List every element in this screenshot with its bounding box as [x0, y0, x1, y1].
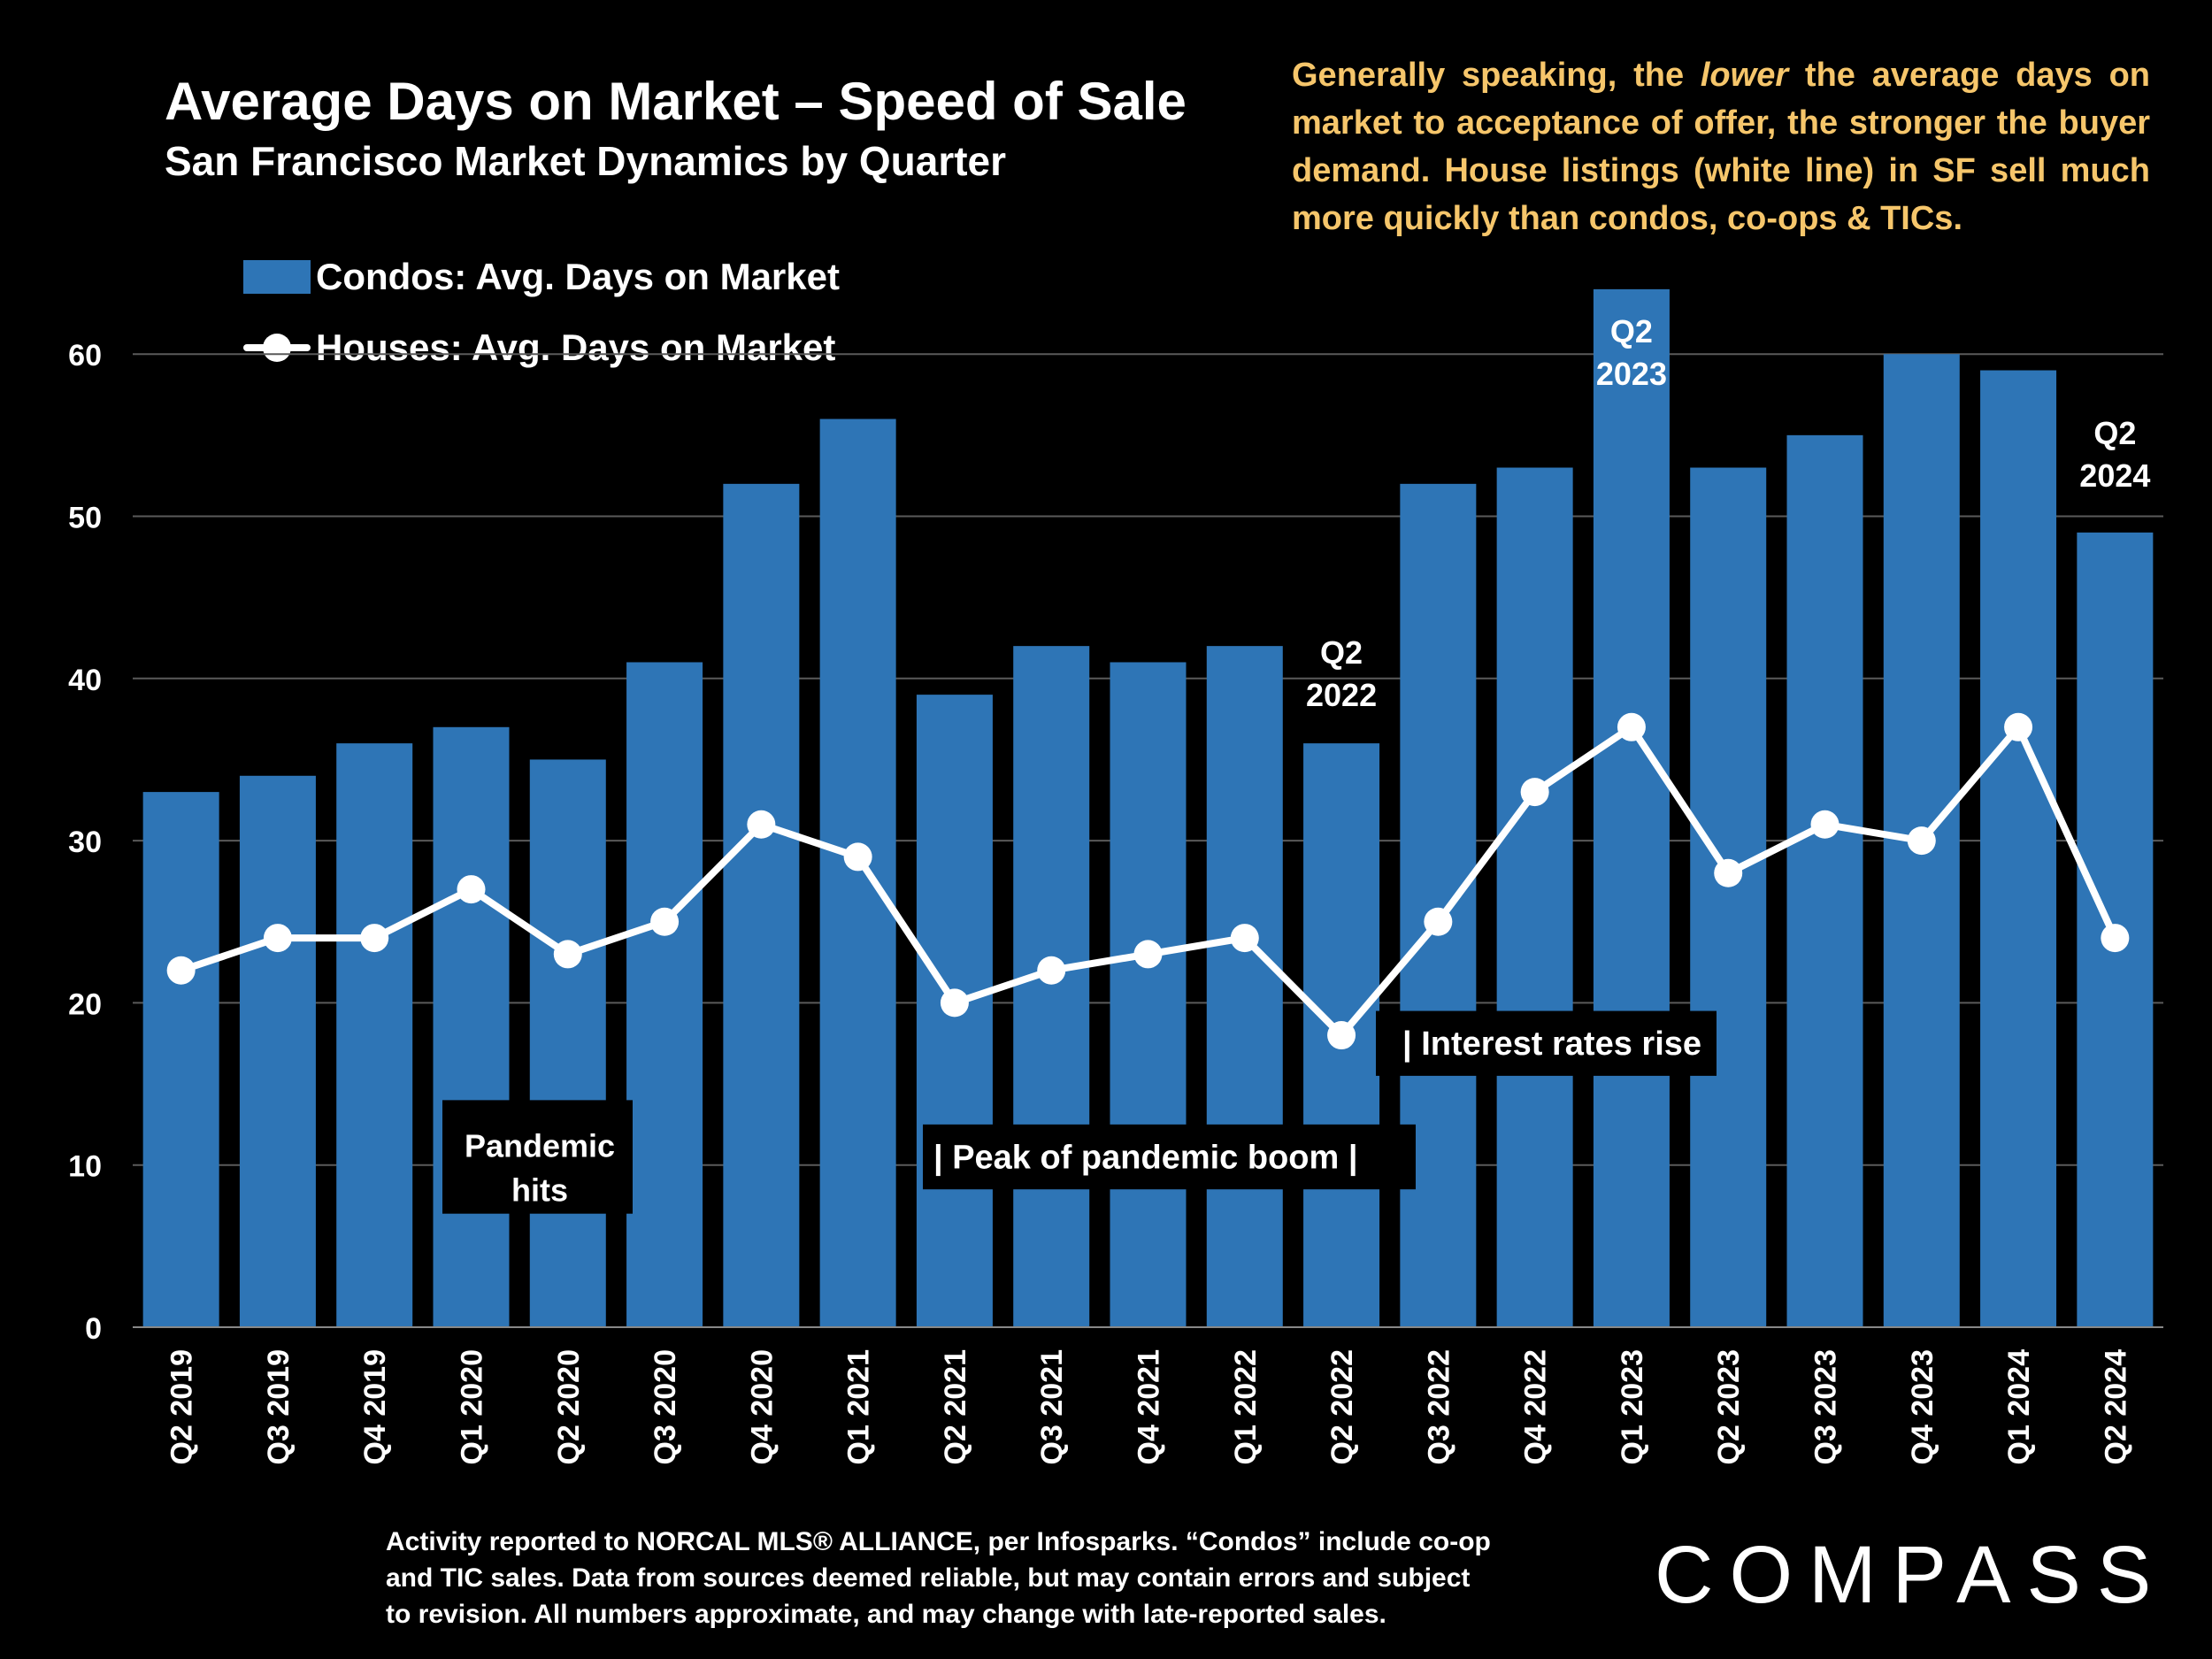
- condo-bar: [1690, 467, 1767, 1327]
- bar-label-line2: 2024: [2079, 457, 2150, 494]
- x-tick-label: Q1 2021: [842, 1349, 876, 1464]
- interest-rates-annotation-text: | Interest rates rise: [1402, 1025, 1701, 1063]
- legend-houses: Houses: Avg. Days on Market: [243, 326, 835, 370]
- x-tick-label: Q3 2021: [1035, 1349, 1069, 1464]
- houses-point: [1327, 1021, 1356, 1050]
- y-tick-label: 40: [68, 664, 102, 697]
- houses-point: [360, 924, 389, 953]
- x-tick-label: Q3 2019: [262, 1349, 296, 1464]
- x-tick-label: Q4 2019: [358, 1349, 392, 1464]
- houses-point: [940, 988, 969, 1018]
- legend-condos-label: Condos: Avg. Days on Market: [316, 256, 840, 297]
- x-tick-label: Q4 2020: [745, 1349, 779, 1464]
- y-tick-label: 60: [68, 339, 102, 373]
- houses-point: [457, 875, 486, 904]
- y-tick-label: 50: [68, 502, 102, 535]
- houses-point: [1230, 924, 1259, 953]
- bar-label-line2: 2023: [1596, 356, 1667, 392]
- x-tick-label: Q2 2021: [939, 1349, 972, 1464]
- explanatory-note: Generally speaking, the lower the averag…: [1292, 51, 2150, 242]
- condo-bar: [1013, 646, 1090, 1327]
- condo-bar: [142, 792, 219, 1327]
- pandemic-annotation-line2: hits: [511, 1172, 568, 1209]
- pandemic-annotation-line1: Pandemic: [465, 1128, 615, 1164]
- condo-bar: [1496, 467, 1573, 1327]
- x-tick-label: Q4 2021: [1133, 1349, 1166, 1464]
- houses-point: [843, 842, 872, 872]
- houses-point: [650, 907, 680, 936]
- houses-point: [553, 940, 582, 969]
- chart-title: Average Days on Market – Speed of Sale: [165, 72, 1187, 131]
- condo-bar: [1206, 646, 1283, 1327]
- x-tick-label: Q3 2023: [1809, 1349, 1843, 1464]
- x-tick-label: Q1 2024: [2002, 1349, 2036, 1465]
- condo-bar: [819, 419, 896, 1327]
- interest-rates-annotation-box: [1376, 1010, 1717, 1076]
- bar-label-line1: Q2: [1610, 313, 1653, 349]
- note-emphasis: lower: [1700, 57, 1789, 94]
- x-tick-label: Q2 2024: [2099, 1349, 2132, 1465]
- condo-bar: [626, 662, 703, 1327]
- legend-line-marker: [243, 330, 311, 365]
- legend-houses-label: Houses: Avg. Days on Market: [316, 326, 836, 368]
- x-tick-label: Q2 2023: [1712, 1349, 1746, 1464]
- note-text-start: Generally speaking, the: [1292, 57, 1701, 94]
- condo-bar: [336, 743, 413, 1327]
- peak-boom-annotation-box: [923, 1124, 1416, 1190]
- condo-bar: [1400, 483, 1477, 1327]
- houses-point: [1424, 907, 1453, 936]
- legend-condos: Condos: Avg. Days on Market: [243, 255, 840, 299]
- houses-point: [1520, 778, 1549, 807]
- houses-point: [2101, 924, 2130, 953]
- condo-bar: [723, 483, 800, 1327]
- x-tick-label: Q2 2022: [1325, 1349, 1359, 1464]
- houses-point: [1037, 956, 1066, 985]
- houses-point: [747, 810, 776, 839]
- y-tick-label: 20: [68, 987, 102, 1021]
- houses-point: [1133, 940, 1163, 969]
- x-tick-label: Q2 2020: [552, 1349, 586, 1464]
- houses-point: [1810, 810, 1839, 839]
- condo-bar: [239, 775, 316, 1327]
- houses-point: [263, 924, 292, 953]
- footer-disclaimer: Activity reported to NORCAL MLS® ALLIANC…: [386, 1527, 1491, 1629]
- peak-boom-annotation-text: | Peak of pandemic boom |: [933, 1140, 1357, 1177]
- x-tick-label: Q4 2023: [1906, 1349, 1939, 1464]
- x-tick-label: Q3 2022: [1422, 1349, 1455, 1464]
- compass-logo: COMPASS: [1655, 1530, 2168, 1620]
- y-tick-label: 0: [85, 1312, 102, 1346]
- note-text-end: the average days on market to acceptance…: [1292, 57, 2150, 237]
- bar-label-line2: 2022: [1306, 677, 1377, 713]
- houses-point: [2004, 712, 2033, 741]
- x-tick-label: Q2 2019: [165, 1349, 199, 1464]
- chart-subtitle: San Francisco Market Dynamics by Quarter: [165, 138, 1007, 184]
- condo-bar: [1786, 434, 1863, 1328]
- condo-bar: [1980, 370, 2057, 1327]
- houses-point: [166, 956, 196, 985]
- condo-bar: [529, 759, 606, 1327]
- x-tick-label: Q4 2022: [1519, 1349, 1553, 1464]
- x-tick-label: Q3 2020: [649, 1349, 682, 1464]
- y-tick-label: 30: [68, 826, 102, 859]
- x-tick-label: Q1 2020: [456, 1349, 489, 1464]
- houses-point: [1714, 858, 1743, 887]
- condo-bar: [1110, 662, 1187, 1327]
- chart-area: 0 10 20 30 40 50 60 Q2 2019 Q3 2019 Q4 2019 Q1 202…: [68, 288, 2163, 1465]
- bar-label-line1: Q2: [1320, 634, 1363, 671]
- y-tick-label: 10: [68, 1150, 102, 1184]
- legend-bar-swatch: [243, 260, 311, 294]
- houses-point: [1617, 712, 1646, 741]
- bar-label-line1: Q2: [2093, 415, 2136, 451]
- condo-bar: [433, 726, 510, 1327]
- x-tick-label: Q1 2022: [1229, 1349, 1263, 1464]
- pandemic-annotation-box: [442, 1100, 633, 1214]
- condo-bar: [1593, 288, 1670, 1327]
- houses-point: [1907, 826, 1936, 856]
- x-tick-label: Q1 2023: [1616, 1349, 1649, 1464]
